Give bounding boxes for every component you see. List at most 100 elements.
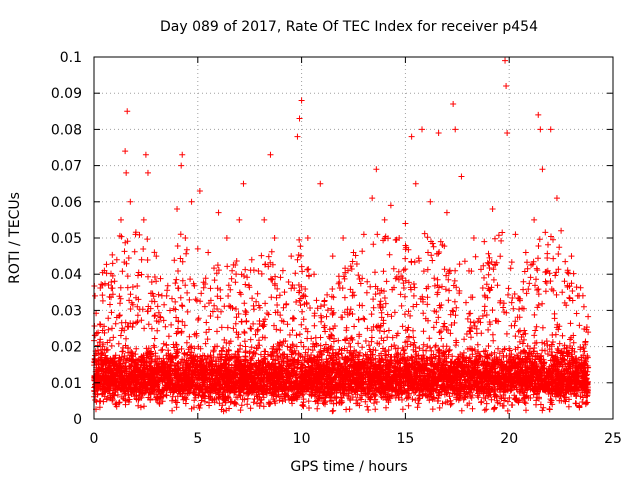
x-tick-label: 20 bbox=[500, 431, 518, 447]
roti-point bbox=[512, 231, 519, 238]
roti-point bbox=[122, 148, 129, 155]
roti-point bbox=[113, 256, 120, 263]
roti-point bbox=[261, 216, 268, 223]
roti-point bbox=[223, 235, 230, 241]
x-tick-label: 15 bbox=[396, 431, 414, 447]
roti-point bbox=[240, 180, 247, 187]
roti-point bbox=[435, 130, 442, 137]
roti-point bbox=[194, 245, 201, 252]
x-axis-label: GPS time / hours bbox=[290, 459, 407, 475]
roti-point bbox=[443, 209, 450, 216]
roti-point bbox=[124, 108, 131, 115]
roti-point bbox=[547, 126, 554, 133]
roti-point bbox=[298, 97, 305, 104]
y-tick-label: 0.1 bbox=[60, 50, 82, 66]
roti-point bbox=[412, 180, 419, 187]
roti-point bbox=[553, 195, 560, 202]
roti-point bbox=[179, 151, 186, 158]
roti-point bbox=[419, 126, 426, 133]
roti-point bbox=[580, 303, 587, 310]
y-tick-label: 0.01 bbox=[51, 376, 82, 392]
roti-point bbox=[296, 115, 303, 122]
roti-point bbox=[387, 202, 394, 209]
roti-point bbox=[537, 126, 544, 133]
x-tick-label: 25 bbox=[604, 431, 622, 447]
roti-point bbox=[585, 329, 592, 336]
roti-point bbox=[236, 216, 243, 223]
y-tick-labels: 0 0.01 0.02 0.03 0.04 0.05 0.06 0.07 0.08 0.09 0.1 bbox=[51, 50, 82, 428]
roti-point bbox=[481, 238, 488, 245]
roti-point bbox=[522, 249, 529, 256]
data-points bbox=[91, 57, 592, 415]
roti-point bbox=[408, 133, 415, 140]
y-tick-label: 0 bbox=[73, 412, 82, 428]
roti-point bbox=[350, 249, 357, 256]
y-tick-label: 0.02 bbox=[51, 340, 82, 356]
roti-point bbox=[144, 169, 151, 176]
roti-point bbox=[470, 235, 477, 241]
roti-point bbox=[105, 282, 112, 289]
roti-point bbox=[248, 256, 255, 263]
y-axis-label: ROTI / TECUs bbox=[7, 192, 23, 284]
roti-point bbox=[381, 216, 388, 223]
roti-point bbox=[568, 253, 575, 260]
roti-point bbox=[504, 130, 511, 137]
roti-point bbox=[340, 235, 347, 241]
roti-point bbox=[174, 206, 181, 213]
y-tick-label: 0.03 bbox=[51, 303, 82, 319]
roti-point bbox=[458, 173, 465, 180]
roti-point bbox=[535, 111, 542, 118]
roti-point bbox=[271, 235, 278, 241]
roti-point bbox=[304, 235, 311, 241]
roti-point bbox=[502, 57, 509, 64]
roti-point bbox=[452, 126, 459, 133]
roti-point bbox=[294, 133, 301, 140]
roti-point bbox=[317, 180, 324, 187]
roti-point bbox=[215, 209, 222, 216]
roti-point bbox=[127, 198, 134, 205]
roti-point bbox=[97, 336, 104, 343]
y-tick-label: 0.04 bbox=[51, 267, 82, 283]
roti-point bbox=[402, 220, 409, 227]
roti-point bbox=[153, 253, 160, 260]
roti-point bbox=[132, 231, 139, 238]
roti-point bbox=[196, 187, 203, 194]
y-tick-label: 0.06 bbox=[51, 195, 82, 211]
roti-point bbox=[558, 227, 565, 234]
y-tick-label: 0.09 bbox=[51, 86, 82, 102]
roti-point bbox=[539, 166, 546, 173]
roti-point bbox=[142, 151, 149, 158]
roti-point bbox=[267, 151, 274, 158]
roti-point bbox=[373, 166, 380, 173]
roti-point bbox=[531, 216, 538, 223]
roti-point bbox=[205, 249, 212, 256]
roti-point bbox=[288, 253, 295, 260]
roti-point bbox=[140, 216, 147, 223]
roti-point bbox=[188, 198, 195, 205]
roti-point bbox=[123, 169, 130, 176]
roti-point bbox=[427, 198, 434, 205]
x-tick-label: 10 bbox=[293, 431, 311, 447]
roti-point bbox=[503, 82, 510, 89]
axis-ticks bbox=[93, 56, 614, 420]
y-tick-label: 0.08 bbox=[51, 122, 82, 138]
roti-point bbox=[396, 235, 403, 241]
y-tick-label: 0.05 bbox=[51, 231, 82, 247]
roti-point bbox=[109, 260, 116, 267]
x-tick-labels: 0 5 10 15 20 25 bbox=[90, 431, 622, 447]
roti-point bbox=[489, 206, 496, 213]
roti-point bbox=[574, 292, 581, 299]
roti-point bbox=[450, 101, 457, 108]
roti-point bbox=[311, 271, 318, 278]
y-tick-label: 0.07 bbox=[51, 159, 82, 175]
x-tick-label: 5 bbox=[193, 431, 202, 447]
roti-point bbox=[92, 292, 99, 299]
roti-point bbox=[101, 267, 108, 274]
chart-title: Day 089 of 2017, Rate Of TEC Index for r… bbox=[160, 19, 538, 35]
roti-point bbox=[178, 162, 185, 169]
roti-point bbox=[117, 216, 124, 223]
x-tick-label: 0 bbox=[90, 431, 99, 447]
roti-point bbox=[279, 267, 286, 274]
roti-point bbox=[182, 235, 189, 241]
